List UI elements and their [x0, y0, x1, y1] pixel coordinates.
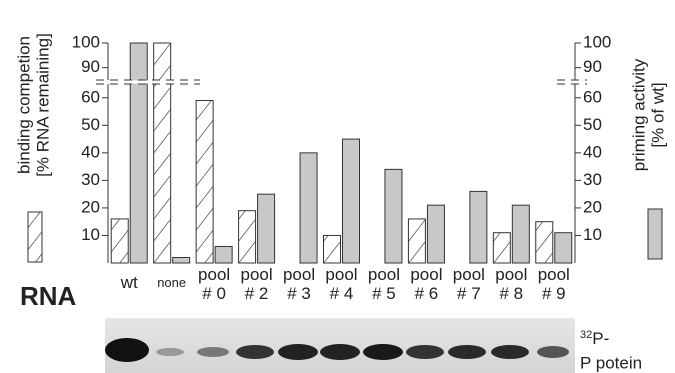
- bar: [173, 257, 190, 263]
- bar: [470, 191, 487, 263]
- legend-swatch: [28, 212, 42, 262]
- bar: [343, 139, 360, 263]
- bar: [258, 194, 275, 263]
- bar: [300, 153, 317, 263]
- y-tick-label: 10: [81, 225, 100, 244]
- x-tick-label: pool # 8: [490, 265, 532, 303]
- x-tick-label: none: [151, 273, 193, 292]
- gel-label: 32P-: [580, 329, 609, 349]
- y-tick-label: 20: [81, 197, 100, 216]
- x-tick-label: pool # 0: [193, 265, 235, 303]
- y-tick-label: 60: [81, 87, 100, 106]
- bar: [536, 222, 553, 263]
- bar: [154, 43, 171, 263]
- gel-superscript: 32: [580, 329, 592, 341]
- x-tick-label: pool # 9: [533, 265, 575, 303]
- legend-unit: [% RNA remaining]: [33, 33, 52, 177]
- x-tick-label: wt: [108, 273, 150, 292]
- legend-unit: [% of wt]: [648, 82, 667, 147]
- x-tick-label: pool # 2: [236, 265, 278, 303]
- y2-tick-label: 10: [583, 225, 602, 244]
- bar: [408, 219, 425, 263]
- y-tick-label: 50: [81, 115, 100, 134]
- y2-tick-label: 100: [583, 32, 611, 51]
- gel-line2: P potein: [580, 353, 642, 372]
- bar: [111, 219, 128, 263]
- figure: RNA 32P- P potein 10 20 30 40 50 60 90 100 10 20 3…: [0, 0, 675, 373]
- bar: [493, 233, 510, 263]
- x-tick-label: pool # 3: [278, 265, 320, 303]
- legend-label: binding competion: [14, 36, 33, 174]
- bar: [215, 246, 232, 263]
- bar: [555, 233, 572, 263]
- bar: [130, 43, 147, 263]
- bar: [239, 211, 256, 263]
- bar: [324, 235, 341, 263]
- legend-swatch: [648, 209, 662, 259]
- y-tick-label: 90: [81, 57, 100, 76]
- y-tick-label: 100: [72, 32, 100, 51]
- bar: [385, 169, 402, 263]
- y2-tick-label: 60: [583, 87, 602, 106]
- x-tick-label: pool # 7: [448, 265, 490, 303]
- y2-tick-label: 30: [583, 170, 602, 189]
- gel: [105, 318, 575, 373]
- x-label: RNA: [20, 281, 77, 311]
- y2-tick-label: 50: [583, 115, 602, 134]
- x-tick-label: pool # 4: [321, 265, 363, 303]
- bar: [512, 205, 529, 263]
- y-tick-label: 30: [81, 170, 100, 189]
- legend-label: priming activity: [629, 58, 648, 171]
- y2-tick-label: 40: [583, 142, 602, 161]
- bar: [427, 205, 444, 263]
- y2-tick-label: 20: [583, 197, 602, 216]
- gel-line1: P-: [592, 329, 609, 348]
- y-tick-label: 40: [81, 142, 100, 161]
- x-tick-label: pool # 6: [405, 265, 447, 303]
- bar: [196, 101, 213, 263]
- y2-tick-label: 90: [583, 57, 602, 76]
- chart: RNA 32P- P potein 10 20 30 40 50 60 90 100 10 20 3…: [0, 0, 675, 373]
- axis-break: [96, 81, 587, 84]
- x-tick-label: pool # 5: [363, 265, 405, 303]
